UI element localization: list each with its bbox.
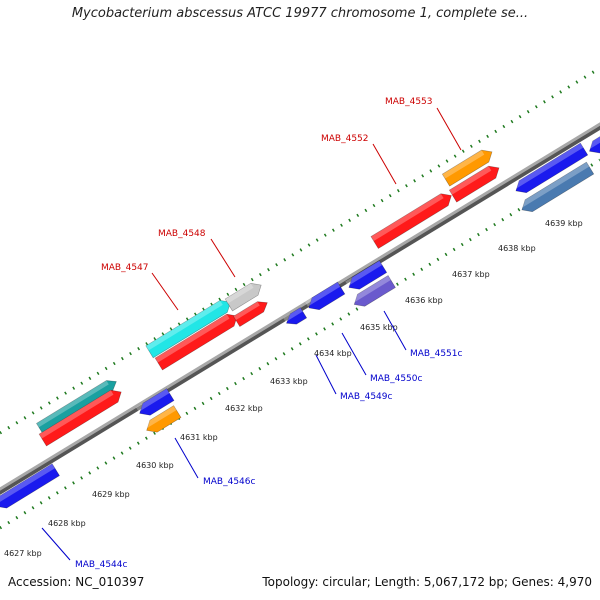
leader-line [315,354,337,395]
MAB_4546c-orange-gene-arrow[interactable] [142,405,182,433]
tick-label: 4634 kbp [314,349,352,358]
leader-line [174,437,199,479]
gene-label-MAB_4548[interactable]: MAB_4548 [158,229,236,278]
tick-label: 4637 kbp [452,270,490,279]
tick-label: 4639 kbp [545,219,583,228]
gene-label-MAB_4552[interactable]: MAB_4552 [321,134,397,185]
tick-label: 4629 kbp [92,490,130,499]
summary-label: Topology: circular; Length: 5,067,172 bp… [262,575,592,589]
backbone [0,122,600,491]
gene-name: MAB_4547 [101,263,149,273]
MAB_4551c-blue-gene-arrow[interactable] [345,260,388,290]
MAB_4556-gene-arrow[interactable] [518,161,595,213]
map-title: Mycobacterium abscessus ATCC 19977 chrom… [71,6,529,21]
gene-name: MAB_4548 [158,229,206,239]
gene-label-MAB_4553[interactable]: MAB_4553 [385,97,462,151]
tick-label: 4636 kbp [405,296,443,305]
leader-line [436,107,462,151]
gene-name: MAB_4553 [385,97,433,107]
MAB_4549c-gene-arrow[interactable] [283,307,308,325]
tick-label: 4627 kbp [4,549,42,558]
MAB_4557-gene-arrow[interactable] [585,135,600,154]
gene-name: MAB_4546c [203,477,256,487]
accession-label: Accession: NC_010397 [8,575,145,589]
gene-name: MAB_4552 [321,134,369,144]
gene-label-MAB_4544c[interactable]: MAB_4544c [41,527,128,570]
leader-line [341,332,367,376]
MAB_4548-gray-gene-arrow[interactable] [224,282,262,312]
leader-line [210,238,236,278]
MAB_4547-gene-arrow[interactable] [154,313,238,371]
MAB_4555-gene-arrow[interactable] [512,142,589,194]
gene-label-MAB_4546c[interactable]: MAB_4546c [174,437,256,487]
inner-tick-track [0,158,600,530]
gene-label-MAB_4549c[interactable]: MAB_4549c [315,354,393,402]
MAB_4546-cyan-gene-arrow[interactable] [145,300,231,359]
MAB_4545-gene-arrow[interactable] [38,389,122,447]
MAB_4543-gene-arrow[interactable] [0,463,60,509]
gene-name: MAB_4544c [75,560,128,570]
tick-label: 4632 kbp [225,404,263,413]
leader-line [383,310,407,351]
gene-name: MAB_4550c [370,374,423,384]
tick-label: 4633 kbp [270,377,308,386]
gene-name: MAB_4549c [340,392,393,402]
MAB_4551c-gene-arrow[interactable] [350,275,396,307]
leader-line [372,143,397,185]
MAB_4548-gene-arrow[interactable] [233,301,268,327]
tick-label: 4631 kbp [180,433,218,442]
MAB_4553-orange-gene-arrow[interactable] [441,149,493,187]
gene-label-MAB_4550c[interactable]: MAB_4550c [341,332,423,384]
gene-label-MAB_4551c[interactable]: MAB_4551c [383,310,463,359]
MAB_4546c-gene-arrow[interactable] [135,388,175,416]
tick-label: 4630 kbp [136,461,174,470]
tick-label: 4635 kbp [360,323,398,332]
MAB_4552-gene-arrow[interactable] [370,193,452,249]
tick-label: 4628 kbp [48,519,86,528]
MAB_4545-teal-gene-arrow[interactable] [36,380,117,435]
leader-line [41,527,71,561]
gene-label-MAB_4547[interactable]: MAB_4547 [101,263,179,311]
tick-label: 4638 kbp [498,244,536,253]
MAB_4550c-gene-arrow[interactable] [305,281,346,311]
MAB_4553-gene-arrow[interactable] [448,165,500,203]
gene-name: MAB_4551c [410,349,463,359]
leader-line [151,272,179,311]
